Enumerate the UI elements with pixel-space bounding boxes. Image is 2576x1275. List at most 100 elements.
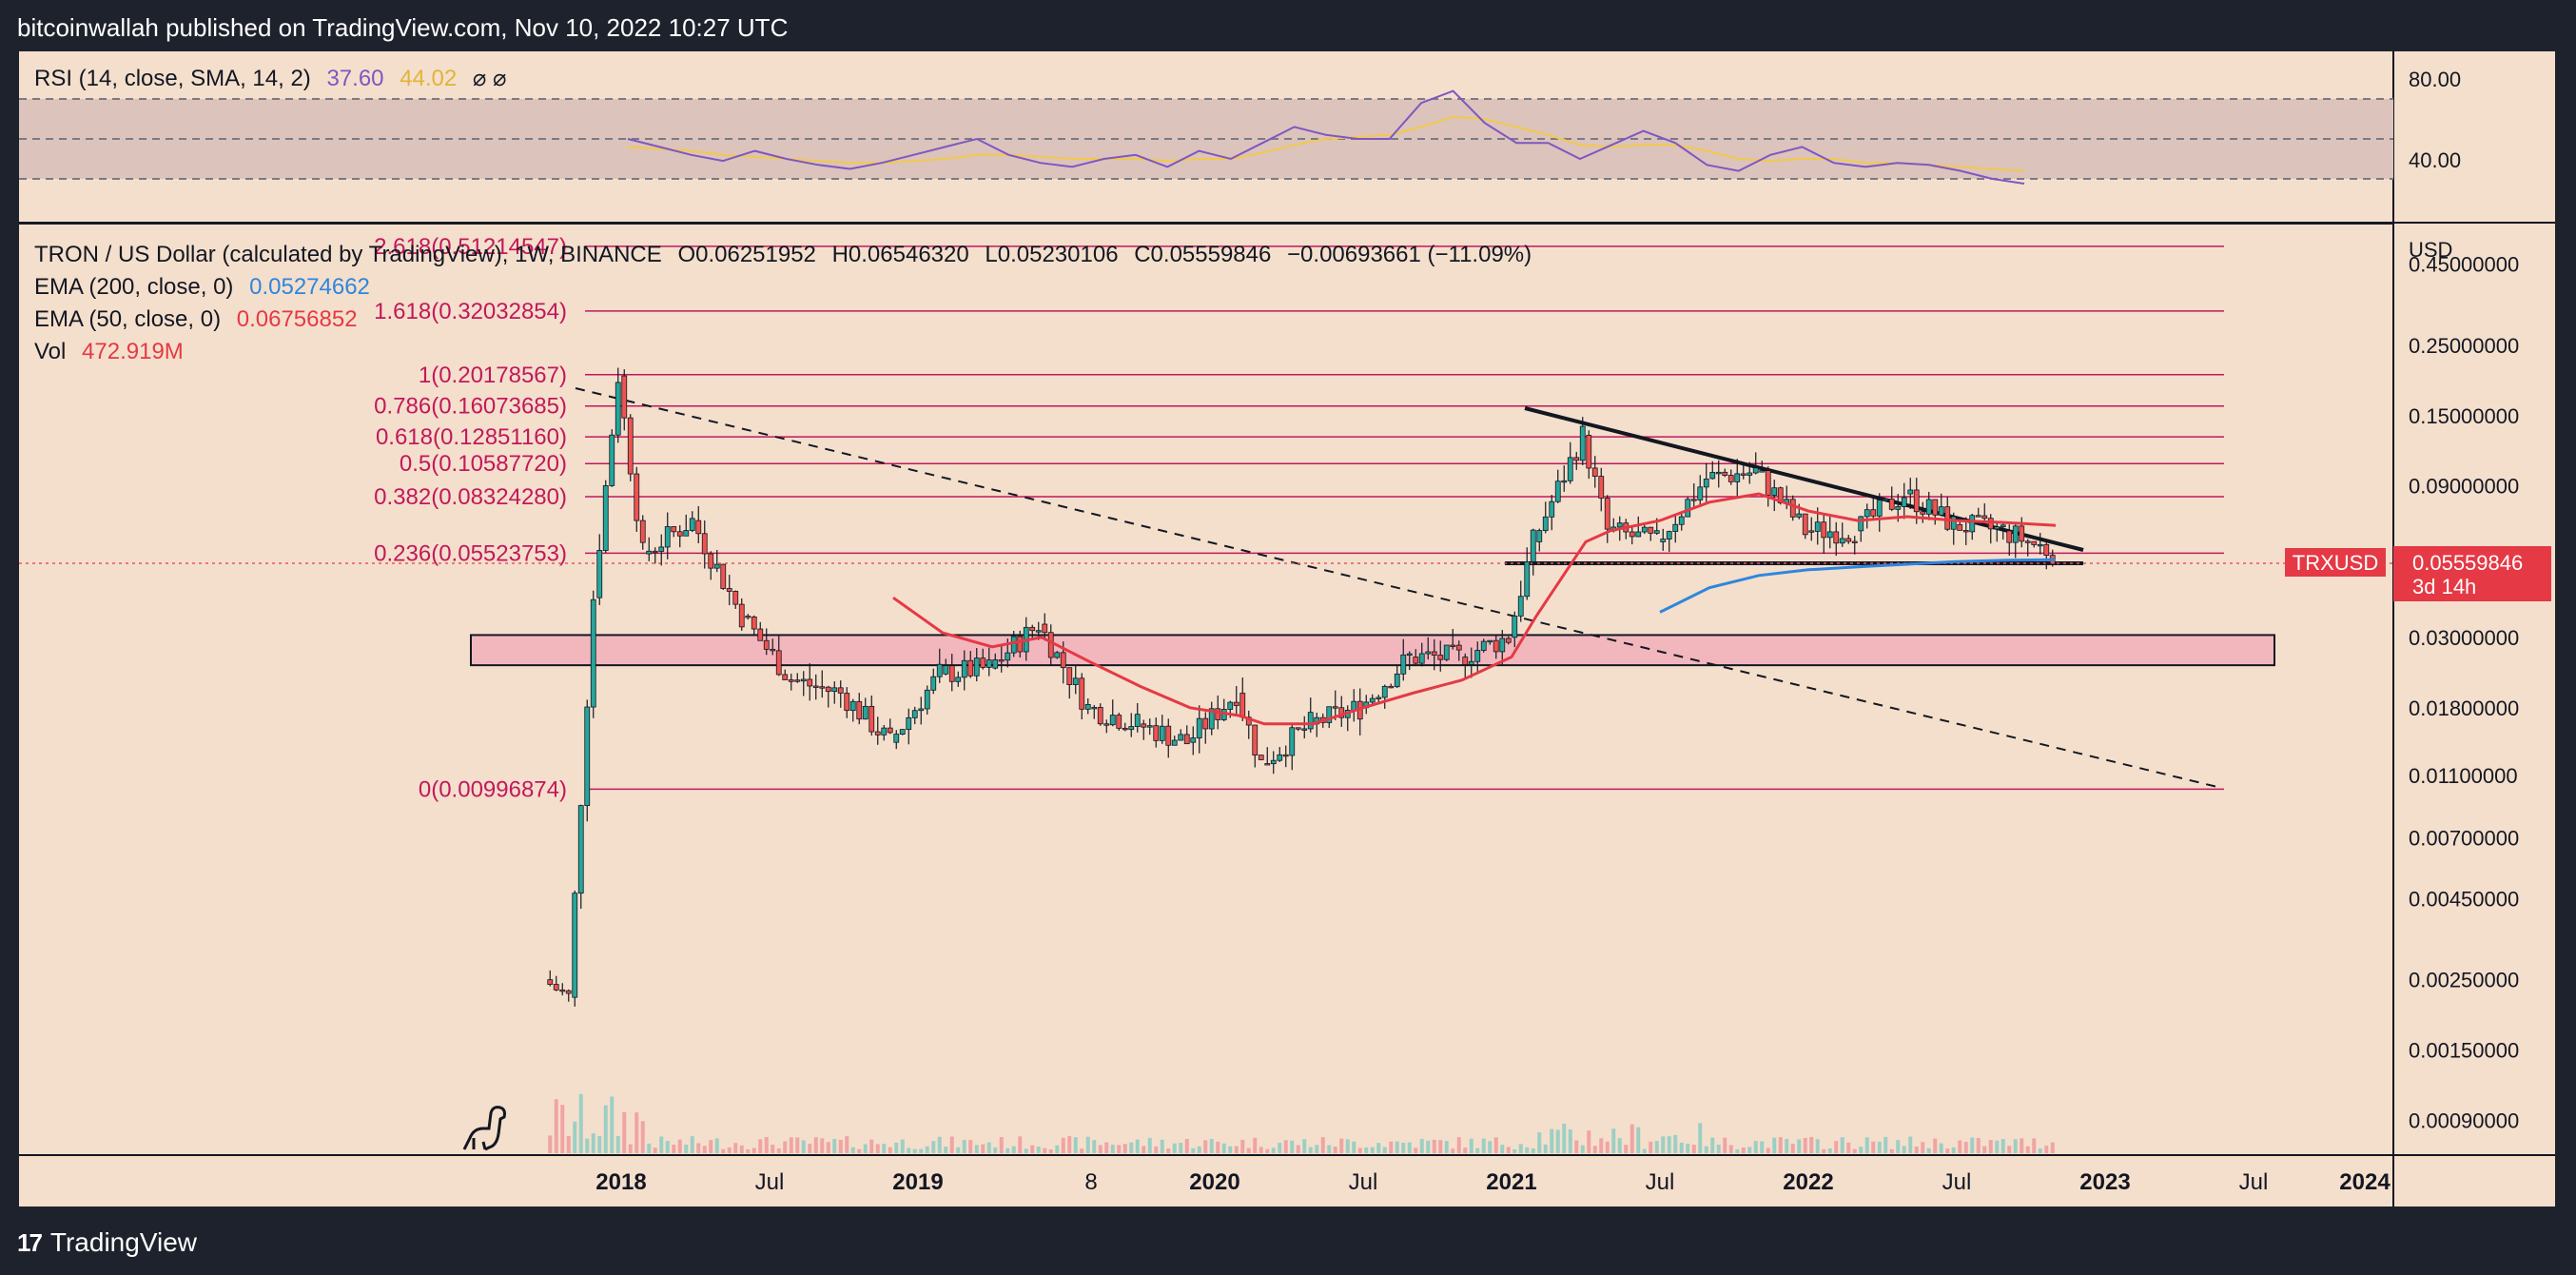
volume-bar — [1135, 1139, 1140, 1153]
volume-bar — [944, 1147, 948, 1153]
volume-bar — [1988, 1140, 1993, 1153]
volume-bar — [733, 1143, 738, 1153]
candle-body — [1091, 707, 1098, 710]
volume-bar — [1562, 1123, 1567, 1153]
candle-body — [609, 434, 615, 486]
volume-bar — [1840, 1137, 1844, 1153]
candle-body — [1005, 652, 1011, 661]
volume-bar — [1883, 1136, 1888, 1153]
candle-body — [770, 648, 776, 652]
volume-bar — [1580, 1145, 1585, 1153]
volume-bar — [999, 1137, 1004, 1153]
volume-bar — [1122, 1144, 1127, 1153]
candle-body — [948, 665, 955, 682]
candle-body — [986, 659, 992, 668]
candle-body — [1128, 726, 1135, 731]
volume-bar — [789, 1137, 793, 1153]
dino-icon[interactable] — [462, 1106, 506, 1151]
candle-body — [713, 563, 720, 569]
candle-body — [1332, 706, 1338, 709]
candle-body — [1202, 717, 1209, 730]
volume-bar — [665, 1141, 670, 1153]
candle-body — [1740, 473, 1747, 476]
candle-body — [1969, 515, 1976, 533]
volume-bar — [1716, 1145, 1721, 1153]
candle-body — [732, 591, 739, 605]
volume-bar — [1401, 1142, 1406, 1153]
candle-body — [1443, 644, 1450, 660]
ema200-label: EMA (200, close, 0) — [34, 274, 234, 300]
fib-label: 0.236(0.05523753) — [374, 540, 567, 566]
volume-bar — [1649, 1141, 1653, 1153]
rsi-axis-label-40: 40.00 — [2409, 148, 2461, 172]
volume-bar — [1908, 1136, 1913, 1153]
candle-body — [1734, 473, 1741, 482]
candle-body — [1690, 499, 1697, 501]
volume-bar — [1085, 1136, 1090, 1153]
volume-bar — [1061, 1137, 1065, 1153]
candle-body — [1629, 531, 1635, 538]
price-axis-label: 0.09000000 — [2409, 475, 2519, 499]
candle-body — [1277, 754, 1283, 761]
symbol-legend: TRON / US Dollar (calculated by TradingV… — [34, 242, 1541, 268]
price-change: −0.00693661 (−11.09%) — [1287, 242, 1532, 267]
volume-bar — [739, 1145, 744, 1153]
volume-bar — [801, 1140, 806, 1153]
fib-label: 1(0.20178567) — [419, 363, 567, 388]
candle-body — [906, 716, 912, 731]
candle-body — [1190, 737, 1197, 743]
symbol-title: TRON / US Dollar (calculated by TradingV… — [34, 242, 662, 267]
candle-body — [695, 520, 702, 535]
candle-body — [961, 659, 967, 678]
candle-body — [967, 659, 974, 677]
candle-body — [1072, 677, 1079, 685]
candle-body — [1097, 707, 1103, 725]
volume-value: 472.919M — [82, 339, 184, 364]
candle-body — [1079, 677, 1085, 710]
candle-body — [1258, 755, 1264, 760]
volume-bar — [554, 1099, 558, 1153]
candle-body — [1381, 685, 1388, 698]
tradingview-logo[interactable]: 17 TradingView — [17, 1227, 197, 1258]
volume-bar — [696, 1143, 701, 1153]
rsi-sma-line — [627, 115, 2025, 172]
volume-bar — [690, 1136, 694, 1153]
volume-bar — [1605, 1141, 1610, 1153]
volume-bar — [1747, 1147, 1752, 1153]
volume-bar — [1407, 1142, 1412, 1153]
candle-body — [1895, 506, 1902, 510]
long-term-downtrend-line[interactable] — [575, 387, 2222, 789]
price-axis-label: 0.01100000 — [2409, 764, 2518, 788]
candle-body — [547, 979, 554, 985]
candle-body — [1227, 701, 1234, 710]
fibonacci-levels[interactable]: 2.618(0.51214547) 1.618(0.32032854) 1(0.20… — [374, 234, 2224, 802]
candle-body — [1962, 530, 1969, 533]
volume-bar — [1179, 1143, 1183, 1153]
volume-bar — [1043, 1148, 1047, 1153]
volume-bar — [1475, 1148, 1480, 1153]
candle-body — [1573, 457, 1580, 461]
candle-body — [683, 530, 690, 537]
candle-body — [2000, 524, 2006, 528]
volume-bar — [764, 1136, 769, 1153]
candle-body — [812, 685, 819, 688]
volume-bar — [1191, 1148, 1196, 1153]
candle-body — [1796, 513, 1803, 518]
volume-bar — [826, 1142, 830, 1153]
candle-body — [671, 526, 677, 533]
volume-bar — [2007, 1146, 2012, 1153]
volume-bar — [653, 1148, 657, 1153]
candle-body — [1598, 476, 1605, 499]
volume-bar — [900, 1139, 905, 1153]
volume-bar — [1456, 1137, 1461, 1153]
candle-body — [1307, 712, 1314, 730]
candle-body — [1920, 511, 1926, 515]
support-zone[interactable] — [470, 634, 2275, 667]
volume-bar — [1790, 1144, 1795, 1153]
volume-bar — [1822, 1148, 1826, 1153]
volume-bar — [1203, 1140, 1208, 1153]
candle-body — [763, 639, 770, 650]
candle-body — [1183, 734, 1190, 745]
candle-body — [874, 731, 881, 736]
